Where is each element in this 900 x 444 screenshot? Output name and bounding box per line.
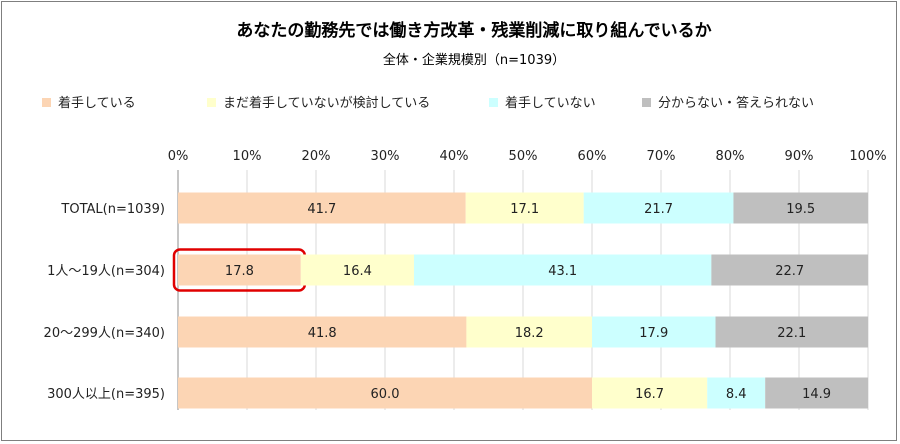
x-tick-label: 70% xyxy=(647,149,676,164)
x-tick-label: 30% xyxy=(371,149,400,164)
data-label: 16.4 xyxy=(343,264,372,279)
bar-segment xyxy=(733,192,868,224)
bar-segment xyxy=(178,316,467,348)
data-label: 17.8 xyxy=(225,264,254,279)
x-axis-ticks: 0% 10% 20% 30% 40% 50% 60% 70% 80% 90% 100% xyxy=(168,149,887,164)
data-label: 21.7 xyxy=(644,202,673,217)
x-tick-label: 100% xyxy=(849,149,886,164)
x-tick-label: 50% xyxy=(509,149,538,164)
x-tick-label: 0% xyxy=(168,149,189,164)
legend-label-1: まだ着手していないが検討している xyxy=(223,95,430,111)
legend-swatch-1 xyxy=(207,98,216,107)
data-label: 41.7 xyxy=(307,202,336,217)
bars: 41.7 17.1 21.7 19.5 17.8 16.4 43.1 22.7 41.8 18.2… xyxy=(172,192,868,409)
legend-label-0: 着手している xyxy=(58,95,136,111)
bar-segment xyxy=(592,377,708,409)
data-label: 18.2 xyxy=(515,326,544,341)
data-label: 17.1 xyxy=(510,202,539,217)
bar-segment xyxy=(178,192,466,224)
legend-swatch-3 xyxy=(642,98,651,107)
x-tick-label: 90% xyxy=(785,149,814,164)
category-label: 300人以上(n=395) xyxy=(47,387,165,402)
bar-segment xyxy=(465,192,584,224)
data-label: 14.9 xyxy=(802,387,831,402)
x-tick-label: 60% xyxy=(578,149,607,164)
chart-title: あなたの勤務先では働き方改革・残業削減に取り組んでいるか xyxy=(236,20,711,41)
bar-segment xyxy=(707,377,766,409)
bar-segment xyxy=(300,254,414,286)
bar-segment xyxy=(715,316,868,348)
legend-swatch-2 xyxy=(489,98,498,107)
category-label: 1人～19人(n=304) xyxy=(47,264,165,279)
x-tick-label: 80% xyxy=(716,149,745,164)
data-label: 22.7 xyxy=(775,264,804,279)
category-label: TOTAL(n=1039) xyxy=(60,202,165,217)
legend-label-3: 分からない・答えられない xyxy=(658,95,814,111)
bar-segment xyxy=(765,377,868,409)
x-tick-label: 40% xyxy=(440,149,469,164)
bar-segment xyxy=(592,316,716,348)
bar-segment xyxy=(583,192,734,224)
legend-label-2: 着手していない xyxy=(505,95,596,111)
bar-segment xyxy=(711,254,868,286)
data-label: 43.1 xyxy=(548,264,577,279)
category-labels: TOTAL(n=1039) 1人～19人(n=304) 20～299人(n=340)… xyxy=(44,202,165,402)
data-label: 22.1 xyxy=(777,326,806,341)
x-tick-label: 10% xyxy=(233,149,262,164)
data-label: 8.4 xyxy=(726,387,747,402)
legend-swatch-0 xyxy=(42,98,51,107)
bar-segment xyxy=(178,254,301,286)
legend: 着手している まだ着手していないが検討している 着手していない 分からない・答えられな… xyxy=(42,95,814,111)
x-tick-label: 20% xyxy=(302,149,331,164)
bar-segment xyxy=(466,316,592,348)
data-label: 17.9 xyxy=(639,326,668,341)
bar-segment xyxy=(413,254,712,286)
data-label: 60.0 xyxy=(371,387,400,402)
bar-segment xyxy=(178,377,592,409)
data-label: 16.7 xyxy=(635,387,664,402)
chart-subtitle: 全体・企業規模別（n=1039） xyxy=(383,52,565,68)
category-label: 20～299人(n=340) xyxy=(44,326,165,341)
data-label: 41.8 xyxy=(308,326,337,341)
data-label: 19.5 xyxy=(786,202,815,217)
